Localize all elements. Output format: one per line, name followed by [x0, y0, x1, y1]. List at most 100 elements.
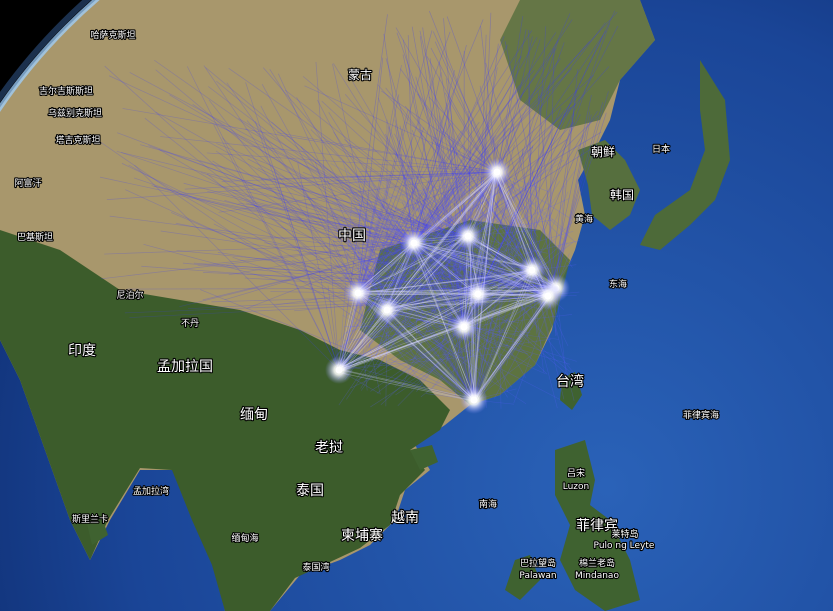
flow-line: [357, 190, 465, 328]
hub-chengdu[interactable]: [354, 289, 362, 297]
flow-line: [477, 35, 604, 295]
flow-lines-layer: [99, 10, 619, 409]
flow-line: [496, 171, 573, 268]
hub-hangzhou[interactable]: [544, 292, 552, 300]
map-label-pakistan: 巴基斯坦: [17, 231, 53, 243]
flow-line: [104, 242, 415, 255]
flow-line: [169, 94, 415, 244]
hub-guangzhou[interactable]: [470, 396, 478, 404]
flow-line: [405, 283, 475, 401]
flow-line: [387, 294, 548, 313]
flow-line: [377, 97, 465, 328]
flow-line: [555, 114, 592, 289]
flow-line: [160, 136, 498, 173]
flow-line: [213, 124, 340, 371]
flow-line: [292, 260, 465, 328]
flow-line: [415, 234, 533, 271]
flow-line: [434, 220, 465, 328]
flow-line: [357, 85, 543, 294]
flow-line: [413, 242, 536, 299]
flow-line: [342, 160, 388, 311]
flow-line: [334, 207, 549, 297]
flow-line: [263, 67, 415, 244]
flow-line: [205, 67, 479, 295]
flow-line: [401, 195, 465, 328]
flow-line: [394, 207, 549, 297]
flow-line: [337, 291, 479, 371]
flow-line: [338, 122, 575, 371]
flow-line: [215, 150, 465, 328]
hub-chongqing[interactable]: [383, 306, 391, 314]
flow-line: [211, 293, 479, 303]
flow-line: [341, 270, 534, 368]
flow-line: [504, 41, 557, 289]
flow-line: [494, 174, 559, 287]
flow-line: [413, 242, 418, 339]
flow-line: [413, 99, 452, 244]
flow-line: [363, 269, 475, 401]
flow-line: [348, 171, 498, 184]
hub-zhengzhou[interactable]: [464, 232, 472, 240]
flow-line: [496, 171, 564, 240]
flow-line: [477, 124, 515, 295]
flow-line: [333, 63, 479, 295]
flow-line: [463, 25, 619, 328]
flow-line: [208, 99, 359, 294]
flow-line: [221, 171, 498, 182]
flow-line: [155, 69, 465, 328]
flow-line: [364, 166, 475, 401]
hub-nanjing[interactable]: [528, 266, 536, 274]
flow-line: [476, 295, 549, 406]
flow-line: [463, 234, 472, 327]
flow-line: [463, 326, 577, 362]
flow-line: [416, 244, 548, 299]
flow-line: [467, 110, 475, 401]
flow-line: [463, 248, 557, 289]
flow-line: [494, 295, 549, 399]
flow-line: [463, 241, 574, 328]
flow-line: [386, 186, 513, 311]
flow-line: [357, 127, 425, 294]
flow-line: [415, 173, 497, 241]
flow-line: [359, 291, 478, 294]
flow-line: [359, 294, 463, 326]
map-label-palawan-cn: 巴拉望岛: [520, 557, 556, 569]
flow-line: [226, 82, 388, 311]
hub-xian[interactable]: [410, 239, 418, 247]
flow-line: [357, 284, 524, 294]
flow-line: [386, 37, 538, 311]
flow-line: [432, 269, 533, 388]
flow-line: [473, 191, 569, 401]
flow-line: [415, 244, 475, 401]
hub-beijing[interactable]: [493, 168, 501, 176]
hub-wuhan[interactable]: [474, 290, 482, 298]
flow-line: [358, 290, 467, 325]
flow-line: [180, 195, 533, 271]
map-label-myanmar: 缅甸: [240, 407, 268, 423]
flow-line: [144, 117, 388, 311]
flow-line: [467, 236, 548, 299]
flow-line: [340, 235, 465, 328]
flow-line: [401, 201, 465, 328]
flow-line: [462, 295, 549, 359]
hub-changsha[interactable]: [460, 323, 468, 331]
map-label-north-korea: 朝鲜: [591, 145, 615, 159]
flow-line: [340, 369, 475, 402]
flow-line: [109, 215, 533, 271]
flow-line: [338, 182, 532, 371]
flow-line: [521, 148, 533, 271]
flow-line: [357, 122, 480, 294]
flow-line: [216, 80, 415, 244]
flow-line: [413, 70, 455, 244]
flow-line: [479, 85, 498, 173]
flow-line: [342, 314, 475, 401]
flow-line: [402, 54, 465, 328]
map-label-leyte: Pulo ng Leyte: [594, 541, 655, 551]
flow-line: [331, 208, 557, 289]
flow-line: [339, 372, 475, 402]
hub-kunming[interactable]: [335, 366, 343, 374]
flow-line: [463, 43, 499, 328]
flow-line: [386, 309, 458, 381]
flow-line: [477, 174, 496, 293]
